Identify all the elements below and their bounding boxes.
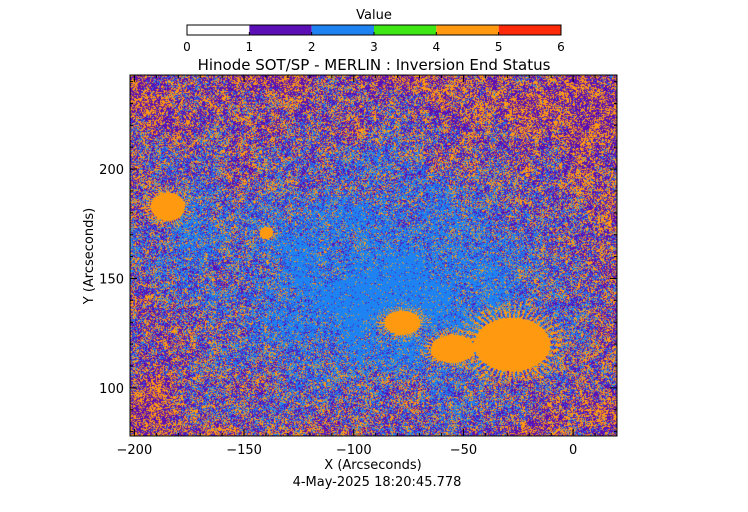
colorbar-bin-1-2	[249, 25, 312, 35]
y-tick-label: 200	[99, 163, 124, 178]
y-tick-label: 150	[99, 272, 124, 287]
x-tick-label: −150	[226, 443, 262, 458]
colorbar-bin-4-5	[436, 25, 499, 35]
colorbar-tick-label: 0	[183, 40, 191, 54]
colorbar-bin-5-6	[498, 25, 561, 35]
colorbar-bin-0-1	[187, 25, 250, 35]
colorbar-title: Value	[356, 8, 392, 23]
heatmap-image	[130, 75, 617, 436]
colorbar-tick-label: 6	[557, 40, 565, 54]
colorbar-tick-label: 4	[433, 40, 441, 54]
x-tick-label: −100	[336, 443, 372, 458]
x-axis-label: X (Arcseconds)	[324, 458, 421, 473]
axes: −200 −150 −100 −50 0 100 150 200	[99, 75, 618, 458]
y-tick-label: 100	[99, 382, 124, 397]
colorbar-tick-label: 5	[495, 40, 503, 54]
colorbar: 0 1 2 3 4 5 6	[183, 24, 565, 54]
x-tick-label: −50	[450, 443, 477, 458]
x-tick-label: 0	[569, 443, 577, 458]
colorbar-tick-label: 2	[308, 40, 316, 54]
plot-frame	[129, 74, 618, 437]
colorbar-bin-3-4	[374, 25, 437, 35]
x-tick-label: −200	[117, 443, 153, 458]
colorbar-tick-label: 3	[370, 40, 378, 54]
timestamp: 4-May-2025 18:20:45.778	[293, 475, 462, 490]
colorbar-tick-label: 1	[246, 40, 254, 54]
y-axis-label: Y (Arcseconds)	[82, 208, 97, 305]
chart-title: Hinode SOT/SP - MERLIN : Inversion End S…	[198, 56, 551, 74]
colorbar-bin-2-3	[311, 25, 374, 35]
